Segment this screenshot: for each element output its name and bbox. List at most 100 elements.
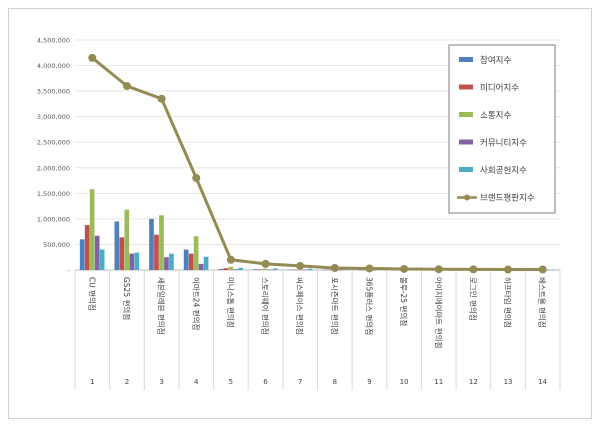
rank-label: 2 [125,378,129,386]
y-tick-label: 3,500,000 [37,88,70,96]
rank-label: 14 [538,378,547,386]
brand-reputation-point-2 [122,82,131,90]
brand-reputation-point-4 [192,174,201,182]
rank-label: 12 [469,378,478,386]
category-label: 아이지에이마트 편의점 [434,277,444,348]
bar-3-1 [89,189,95,270]
bar-3-4 [193,236,199,270]
brand-reputation-point-11 [434,265,443,274]
bar-1-8 [322,269,328,271]
bar-5-2 [134,252,140,270]
bar-4-3 [164,257,169,270]
brand-reputation-point-14 [538,265,547,274]
brand-reputation-point-12 [469,265,478,274]
legend-label-2: 미디어지수 [480,83,519,94]
rank-label: 10 [400,378,409,386]
rank-label: 3 [159,378,163,386]
bar-1-1 [79,239,85,270]
rank-label: 13 [504,378,513,386]
bar-4-7 [302,269,308,271]
bar-3-3 [159,215,164,270]
bar-4-14 [545,269,550,271]
legend-label-3: 소통지수 [480,111,511,121]
bar-1-6 [253,269,258,270]
y-tick-label: 1,000,000 [37,215,70,223]
bar-5-3 [169,253,174,270]
category-label: 로그인 편의점 [468,277,478,321]
legend-marker [464,194,470,201]
rank-label: 4 [194,378,199,386]
bar-1-2 [114,221,120,270]
bar-4-2 [129,253,135,270]
brand-reputation-point-5 [226,255,235,264]
legend-swatch-5 [459,167,473,172]
brand-reputation-point-8 [330,263,339,272]
legend-swatch-3 [459,112,473,117]
bar-5-6 [273,268,278,270]
category-label: 이마트24 편의점 [191,277,201,330]
category-label: 스토리웨이 편의점 [261,277,271,335]
bar-5-4 [203,256,209,270]
category-label: 볼루-25 편의점 [399,277,409,326]
legend-label-5: 사회공헌지수 [480,166,527,176]
rank-label: 9 [367,378,371,386]
brand-reputation-point-1 [88,53,97,62]
legend-box [448,44,556,214]
bar-4-6 [268,269,273,271]
bar-3-6 [263,268,268,270]
bar-2-5 [223,268,229,270]
rank-label: 11 [434,378,443,386]
brand-reputation-point-6 [261,259,270,268]
category-label: 365플러스 편의점 [364,277,374,335]
bar-2-9 [361,269,367,271]
legend-swatch-1 [459,57,473,62]
brand-reputation-point-3 [157,94,166,103]
bar-1-3 [149,218,154,270]
category-label: CU 편의점 [87,277,97,311]
rank-label: 5 [229,378,233,386]
category-label: GS25 편의점 [122,277,132,320]
bar-5-5 [238,267,244,270]
bar-2-2 [119,237,125,270]
bar-3-5 [228,266,234,270]
bar-4-9 [371,269,377,271]
bar-2-7 [292,269,298,271]
y-tick-label: 4,000,000 [37,62,70,70]
brand-reputation-line [91,56,543,271]
legend-label-4: 커뮤니티지수 [480,138,527,149]
brand-reputation-point-7 [296,261,305,270]
bar-2-1 [84,225,90,270]
rank-label: 8 [333,378,337,386]
bar-5-1 [99,249,105,270]
bar-5-7 [307,268,313,270]
y-tick-label: 500,000 [43,241,70,249]
rank-label: 6 [263,378,268,386]
bar-5-14 [550,269,555,271]
bar-2-6 [258,269,263,270]
brand-reputation-point-13 [504,265,513,274]
bar-1-5 [218,268,224,270]
category-label: 세븐일레븐 편의점 [157,277,167,335]
category-label: 하프타임 편의점 [503,277,513,328]
bar-4-5 [233,269,239,270]
bar-2-8 [327,269,333,271]
brand-reputation-point-10 [400,264,409,273]
category-label: 미니스톱 편의점 [226,277,236,328]
bar-2-4 [188,253,194,270]
rank-label: 7 [298,378,302,386]
bar-2-3 [154,234,159,270]
bar-1-7 [287,269,293,271]
bar-1-4 [183,249,189,270]
bar-3-2 [124,209,130,270]
bar-4-4 [198,263,204,270]
brand-reputation-point-9 [365,264,374,273]
legend-swatch-2 [459,84,473,90]
y-tick-label: 2,000,000 [37,164,70,172]
bar-4-1 [94,235,100,270]
legend-label-1: 참여지수 [480,55,511,66]
category-label: 씨스페이스 편의점 [295,277,305,335]
bar-4-8 [337,269,343,271]
y-tick-label: 3,000,000 [37,113,70,121]
legend-swatch-4 [459,139,473,145]
